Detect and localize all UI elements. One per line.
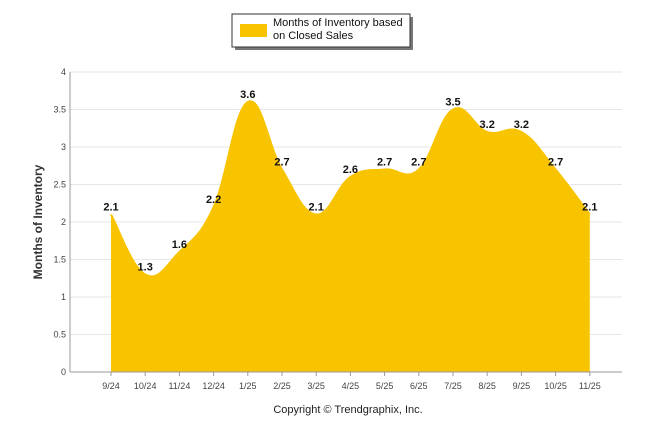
data-label: 2.7: [411, 157, 426, 169]
x-tick-label: 2/25: [273, 381, 291, 391]
x-tick-label: 9/24: [102, 381, 120, 391]
x-tick-label: 11/25: [579, 381, 601, 391]
x-tick-label: 7/25: [444, 381, 462, 391]
data-label: 2.7: [377, 157, 392, 169]
data-label: 1.3: [138, 262, 153, 274]
x-tick-label: 11/24: [168, 381, 190, 391]
data-label: 2.1: [582, 202, 597, 214]
legend[interactable]: Months of Inventory based on Closed Sale…: [231, 13, 413, 50]
x-tick-label: 3/25: [307, 381, 325, 391]
y-tick-label: 0.5: [53, 330, 66, 340]
data-label: 2.1: [309, 202, 324, 214]
legend-label-line-1: Months of Inventory based: [273, 17, 403, 29]
y-tick-label: 3.5: [53, 105, 66, 115]
legend-label-line-2: on Closed Sales: [273, 30, 354, 42]
y-axis-label: Months of Inventory: [31, 164, 45, 279]
x-tick-label: 9/25: [513, 381, 531, 391]
data-label: 2.6: [343, 164, 358, 176]
x-tick-label: 10/25: [544, 381, 567, 391]
data-label: 3.2: [480, 119, 495, 131]
data-label: 2.7: [548, 157, 563, 169]
x-tick-label: 5/25: [376, 381, 394, 391]
y-tick-label: 4: [61, 67, 66, 77]
x-tick-label: 6/25: [410, 381, 428, 391]
data-label: 1.6: [172, 239, 187, 251]
data-label: 2.7: [274, 157, 289, 169]
y-tick-label: 0: [61, 367, 66, 377]
x-tick-label: 1/25: [239, 381, 257, 391]
x-axis-ticks: 9/24 10/24 11/24 12/24 1/25 2/25 3/25 4/25 5/25 6…: [102, 372, 601, 391]
x-tick-label: 10/24: [134, 381, 157, 391]
y-tick-label: 2.5: [53, 180, 66, 190]
data-label: 2.2: [206, 194, 221, 206]
copyright-text: Copyright © Trendgraphix, Inc.: [273, 404, 422, 416]
series-area: [111, 101, 590, 372]
data-labels: 2.1 1.3 1.6 2.2 3.6 2.7 2.1 2.6 2.7 2.7 3.5 3.2 3.2 2…: [103, 89, 597, 274]
x-tick-label: 4/25: [342, 381, 360, 391]
x-tick-label: 8/25: [478, 381, 496, 391]
data-label: 3.6: [240, 89, 255, 101]
y-tick-label: 3: [61, 142, 66, 152]
data-label: 3.2: [514, 119, 529, 131]
data-label: 3.5: [445, 97, 460, 109]
x-tick-label: 12/24: [202, 381, 225, 391]
axes: [69, 72, 622, 373]
y-tick-label: 1: [61, 292, 66, 302]
data-label: 2.1: [103, 202, 118, 214]
y-tick-label: 1.5: [53, 255, 66, 265]
legend-swatch: [240, 24, 267, 37]
series-line: [110, 100, 591, 278]
y-axis-ticks: 0 0.5 1 1.5 2 2.5 3 3.5 4: [53, 67, 66, 377]
y-tick-label: 2: [61, 217, 66, 227]
